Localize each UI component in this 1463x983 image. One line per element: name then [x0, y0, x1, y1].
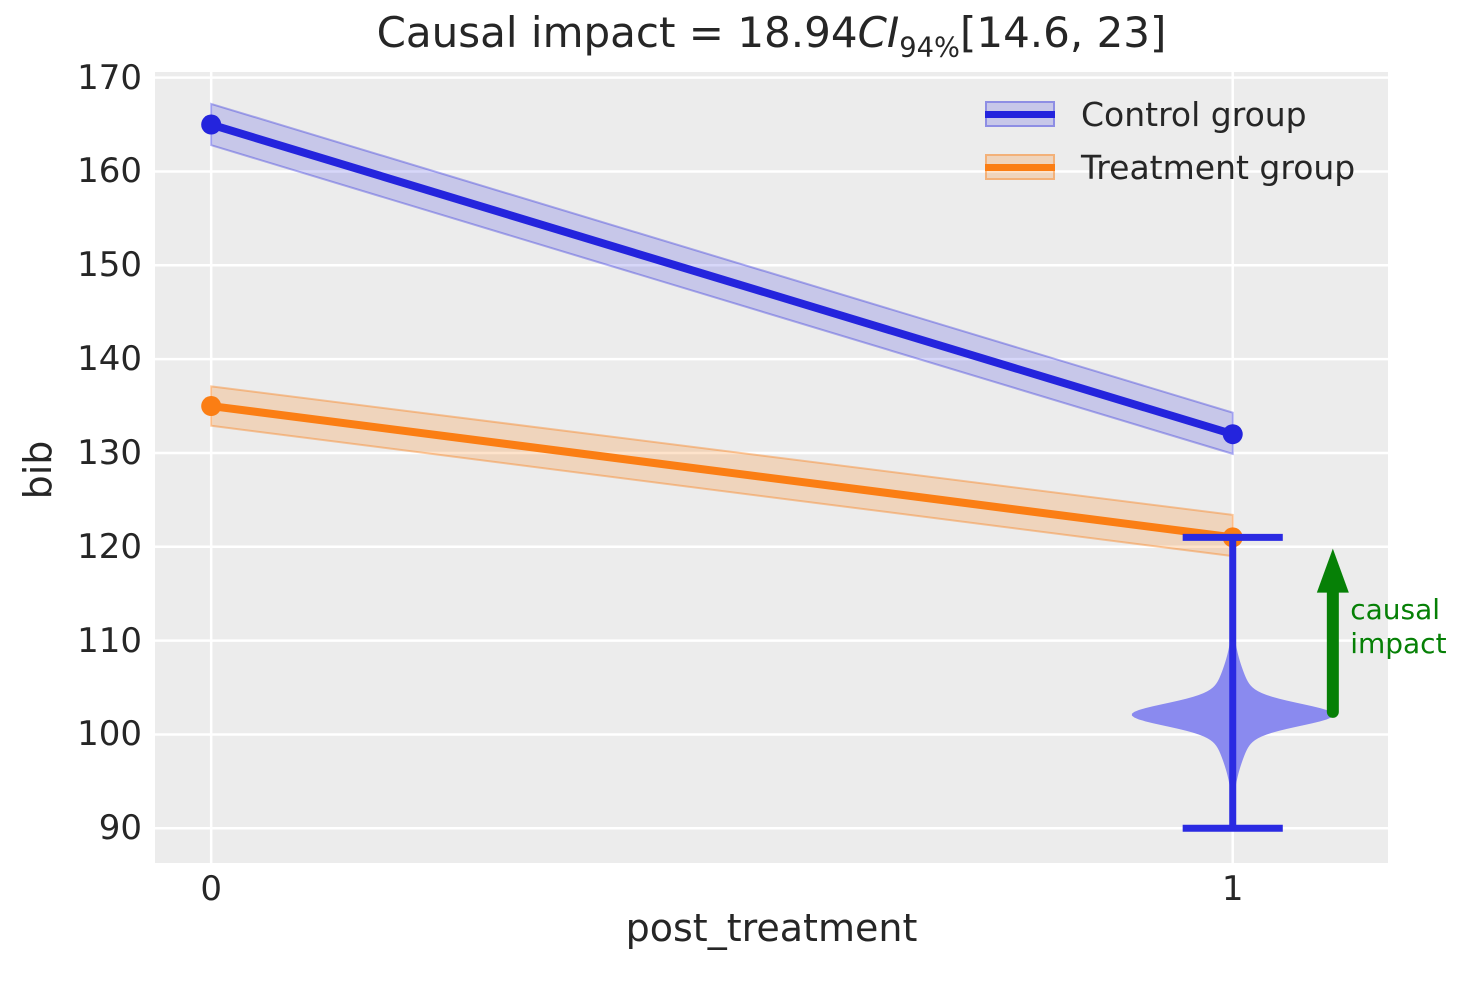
data-point [1222, 424, 1243, 445]
y-tick-label: 90 [98, 808, 142, 849]
legend-key-control-swatch [985, 101, 1055, 127]
y-tick-label: 120 [77, 526, 142, 567]
x-tick-label: 1 [1221, 869, 1244, 909]
legend-key-treatment-line [985, 163, 1055, 171]
legend-item-control-group: Control group [985, 92, 1355, 136]
legend-label-control: Control group [1081, 94, 1307, 134]
y-tick-label: 170 [77, 57, 142, 98]
legend: Control group Treatment group [985, 92, 1355, 189]
y-tick-label: 100 [77, 714, 142, 755]
chart-title: Causal impact = 18.94CI94%[14.6, 23] [155, 8, 1388, 63]
data-point [201, 396, 222, 417]
y-axis-tick-labels: 90 100 110 120 130 140 150 160 170 [0, 0, 142, 983]
x-tick-label: 0 [200, 869, 222, 909]
y-axis-label: bib [16, 440, 60, 500]
legend-item-treatment-group: Treatment group [985, 145, 1355, 189]
legend-key-treatment-swatch [985, 154, 1055, 180]
title-ci-symbol: CI [857, 8, 900, 57]
y-tick-label: 130 [77, 432, 142, 473]
causal-impact-annotation: causal impact [1350, 593, 1446, 661]
causal-impact-arrow-head [1316, 548, 1349, 593]
y-tick-label: 150 [77, 245, 142, 286]
title-interval: [14.6, 23] [959, 8, 1167, 57]
plot-background [155, 72, 1388, 863]
legend-key-control-line [985, 110, 1055, 118]
title-ci-level: 94% [899, 32, 960, 64]
x-axis-label: post_treatment [625, 906, 918, 950]
annotation-line-1: causal [1350, 592, 1441, 626]
trend-line [210, 402, 1234, 542]
title-prefix: Causal impact = 18.94 [376, 8, 858, 57]
y-tick-label: 140 [77, 339, 142, 380]
annotation-line-2: impact [1350, 626, 1447, 660]
legend-label-treatment: Treatment group [1081, 147, 1356, 187]
y-tick-label: 160 [77, 151, 142, 192]
data-point [201, 114, 222, 135]
trend-line [210, 120, 1234, 439]
y-tick-label: 110 [77, 620, 142, 661]
